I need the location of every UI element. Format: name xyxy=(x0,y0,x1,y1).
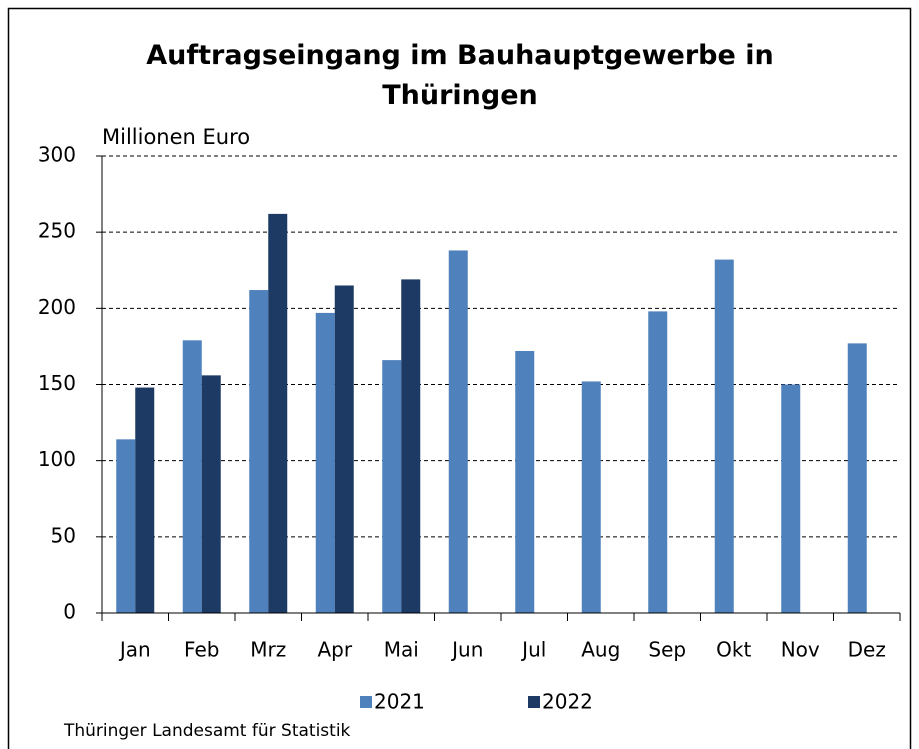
x-tick-label: Mrz xyxy=(250,638,286,662)
legend-swatch xyxy=(528,696,540,708)
bar xyxy=(515,350,535,613)
bar xyxy=(135,387,155,613)
bar xyxy=(268,213,288,614)
x-tick-label: Jul xyxy=(520,638,546,662)
bar xyxy=(401,279,421,613)
bar xyxy=(116,439,136,613)
x-tick-label: Aug xyxy=(581,638,620,662)
y-tick-label: 100 xyxy=(38,447,76,471)
x-tick-label: Nov xyxy=(781,638,820,662)
bar xyxy=(448,250,468,614)
bar xyxy=(714,259,734,613)
y-tick-label: 200 xyxy=(38,295,76,319)
chart-title: Auftragseingang im Bauhauptgewerbe in Th… xyxy=(146,40,774,111)
x-tick-label: Sep xyxy=(648,638,686,662)
bar xyxy=(249,290,269,613)
bar xyxy=(315,312,335,613)
legend-label: 2021 xyxy=(374,690,425,714)
x-tick-label: Dez xyxy=(848,638,886,662)
y-tick-label: 150 xyxy=(38,371,76,395)
y-tick-label: 250 xyxy=(38,219,76,243)
legend-label: 2022 xyxy=(542,690,593,714)
bar xyxy=(334,285,354,613)
frame xyxy=(7,7,912,749)
y-tick-label: 50 xyxy=(51,523,76,547)
bar xyxy=(847,343,867,613)
source: Thüringer Landesamt für Statistik xyxy=(63,721,351,741)
bar xyxy=(581,381,601,613)
y-axis-label: Millionen Euro xyxy=(102,125,250,149)
x-tick-label: Feb xyxy=(184,638,219,662)
x-tick-label: Jun xyxy=(450,638,483,662)
x-tick-label: Mai xyxy=(384,638,419,662)
bar xyxy=(382,360,402,613)
bar xyxy=(781,384,801,613)
x-tick-label: Apr xyxy=(317,638,352,662)
y-tick-label: 300 xyxy=(38,143,76,167)
bar xyxy=(201,375,221,613)
bar xyxy=(648,311,668,613)
legend-swatch xyxy=(360,696,372,708)
x-tick-label: Jan xyxy=(118,638,151,662)
bar xyxy=(182,340,202,613)
y-tick-label: 0 xyxy=(63,600,76,624)
x-tick-label: Okt xyxy=(716,638,751,662)
